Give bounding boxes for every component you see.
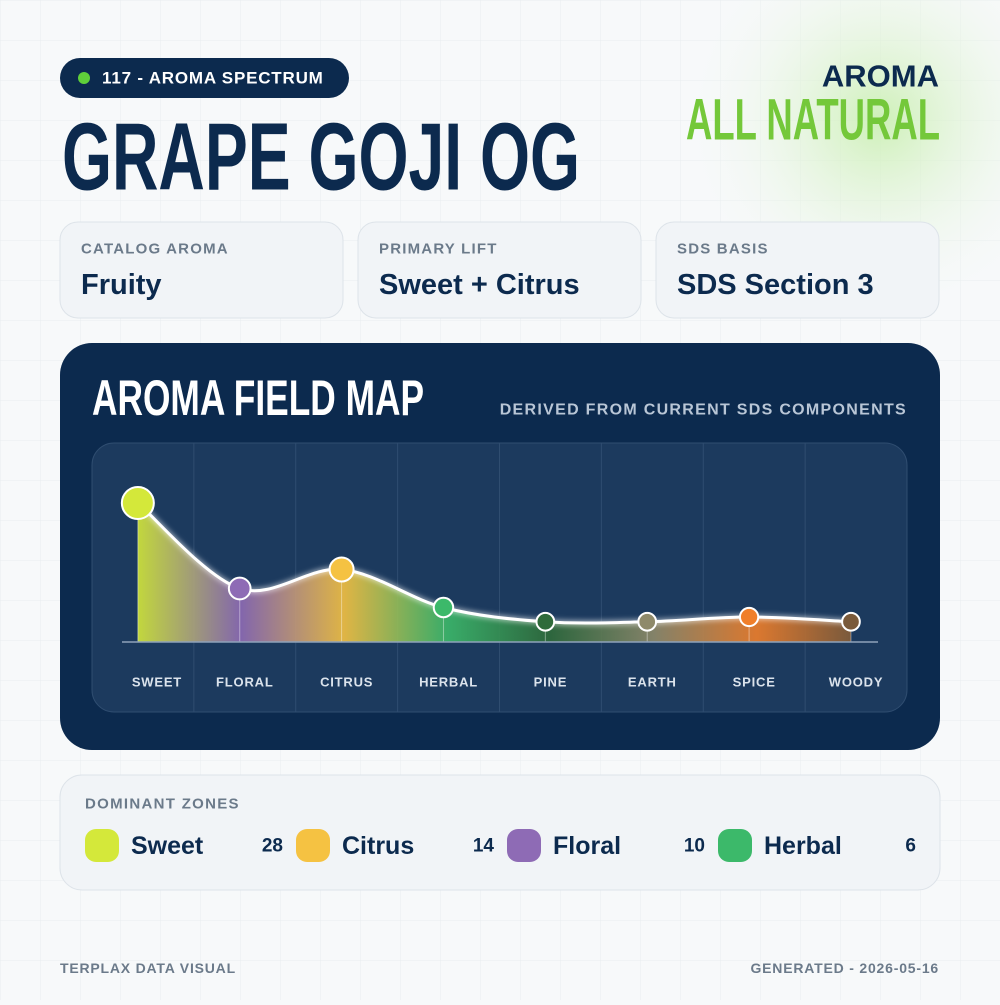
x-tick-label: CITRUS: [320, 675, 373, 690]
zone-value: 10: [684, 836, 705, 857]
chart-title: AROMA FIELD MAP: [92, 370, 424, 426]
x-tick-label: FLORAL: [216, 675, 274, 690]
badge-text: 117 - AROMA SPECTRUM: [102, 69, 324, 88]
zone-name: Citrus: [342, 832, 414, 860]
card-value: SDS Section 3: [677, 269, 874, 301]
zone-value: 6: [905, 836, 916, 857]
point: [328, 556, 355, 583]
badge: [60, 58, 349, 98]
zones: Sweet 28 Citrus 14 Floral 10 Herbal 6: [85, 829, 916, 862]
card: [59, 221, 344, 319]
footer-right: GENERATED - 2026-05-16: [750, 960, 939, 976]
point: [120, 486, 155, 520]
x-tick-label: WOODY: [829, 675, 884, 690]
zone-swatch: [718, 829, 752, 862]
zone-name: Herbal: [764, 832, 842, 860]
card: [357, 221, 642, 319]
zone-value: 14: [473, 836, 495, 857]
x-tick-label: SPICE: [733, 675, 776, 690]
x-tick-label: EARTH: [628, 675, 677, 690]
point: [535, 611, 556, 632]
card-value: Sweet + Citrus: [379, 269, 580, 301]
zones-panel: [59, 774, 941, 891]
area: [137, 503, 851, 642]
badge-dot: [78, 72, 90, 84]
cards: CATALOG AROMA Fruity PRIMARY LIFT Sweet + C…: [59, 221, 940, 319]
card-value: Fruity: [81, 269, 162, 301]
card-label: CATALOG AROMA: [81, 241, 229, 258]
title: GRAPE GOJI OG: [62, 104, 580, 211]
aroma-value: ALL NATURAL: [686, 88, 940, 153]
card-label: SDS BASIS: [677, 241, 769, 258]
chart-subtitle: DERIVED FROM CURRENT SDS COMPONENTS: [500, 402, 907, 419]
zone-swatch: [85, 829, 119, 862]
zone-value: 28: [262, 836, 283, 857]
zones-title: DOMINANT ZONES: [85, 796, 240, 813]
x-tick-label: SWEET: [132, 675, 182, 690]
zone-swatch: [296, 829, 330, 862]
point: [432, 596, 455, 619]
x-tick-label: PINE: [534, 675, 568, 690]
point: [841, 611, 861, 632]
footer-left: TERPLAX DATA VISUAL: [60, 960, 236, 976]
card: [655, 221, 940, 319]
point: [738, 606, 760, 628]
card-label: PRIMARY LIFT: [379, 241, 498, 258]
plot: SWEET FLORAL CITRUS HERBAL PINE EARTH SPICE WOO…: [120, 443, 884, 712]
zone-swatch: [507, 829, 541, 862]
x-tick-label: HERBAL: [419, 675, 478, 690]
zone-name: Sweet: [131, 832, 204, 860]
point: [637, 611, 658, 632]
point: [227, 576, 252, 601]
zone-name: Floral: [553, 832, 621, 860]
aroma-label: AROMA: [822, 59, 939, 94]
